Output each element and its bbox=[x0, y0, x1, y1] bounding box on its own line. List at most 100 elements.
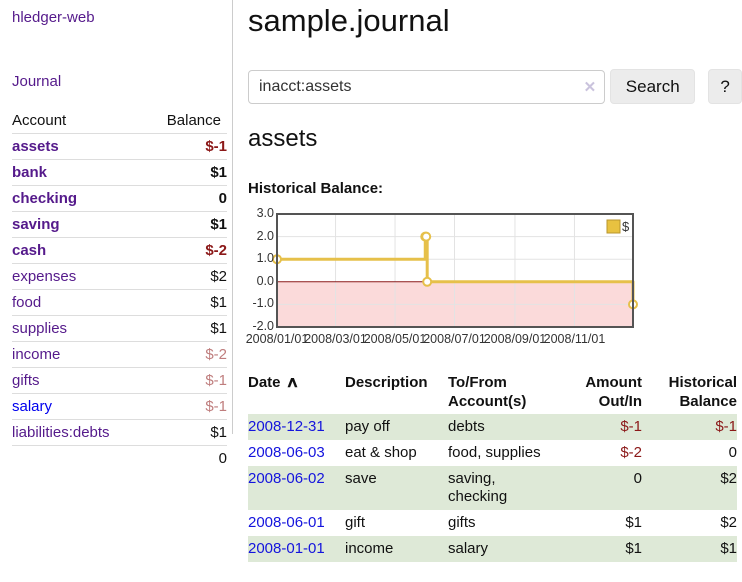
transaction-accounts: food, supplies bbox=[448, 444, 541, 461]
transaction-amount: 0 bbox=[633, 470, 642, 487]
register-row: 2008-12-31 pay off debts $-1 $-1 bbox=[248, 414, 737, 440]
y-axis-tick-label: 3.0 bbox=[256, 206, 274, 220]
transaction-balance: $1 bbox=[720, 540, 737, 557]
account-link-saving[interactable]: saving bbox=[12, 216, 60, 233]
x-axis-tick-label: 2008/07/01 bbox=[423, 332, 486, 346]
transaction-date-link[interactable]: 2008-01-01 bbox=[248, 540, 325, 557]
data-point-marker bbox=[422, 276, 433, 287]
column-header-date[interactable]: Date ∧ bbox=[248, 374, 299, 391]
x-axis-tick-label: 2008/11/01 bbox=[543, 332, 606, 346]
account-balance: $1 bbox=[144, 315, 227, 342]
account-row: gifts $-1 bbox=[12, 367, 227, 394]
main-content: sample.journal ✕ Search ? assets Histori… bbox=[246, 0, 742, 562]
account-balance: $-1 bbox=[144, 133, 227, 160]
account-balance: $2 bbox=[144, 263, 227, 290]
transaction-accounts: debts bbox=[448, 418, 485, 435]
app-title-link[interactable]: hledger-web bbox=[12, 9, 95, 26]
account-balance: $-1 bbox=[144, 393, 227, 420]
transaction-amount: $1 bbox=[625, 540, 642, 557]
account-link-salary[interactable]: salary bbox=[12, 398, 53, 415]
transaction-amount: $-2 bbox=[620, 444, 642, 461]
account-row: expenses $2 bbox=[12, 263, 227, 290]
sort-asc-icon: ∧ bbox=[285, 374, 299, 391]
help-button[interactable]: ? bbox=[708, 69, 742, 104]
transaction-balance: $2 bbox=[720, 470, 737, 487]
accounts-total-row: 0 bbox=[12, 445, 227, 471]
account-link-checking[interactable]: checking bbox=[12, 190, 78, 207]
account-link-supplies[interactable]: supplies bbox=[12, 320, 68, 337]
account-row: assets $-1 bbox=[12, 133, 227, 160]
sidebar: hledger-web Journal Account Balance asse… bbox=[0, 0, 233, 471]
transaction-date-link[interactable]: 2008-06-02 bbox=[248, 470, 325, 487]
account-balance: $1 bbox=[144, 159, 227, 186]
plot-border bbox=[276, 213, 634, 328]
column-header-amount: Amount Out/In bbox=[585, 374, 642, 410]
account-link-liabilities-debts[interactable]: liabilities:debts bbox=[12, 424, 110, 441]
x-axis-tick-label: 2008/05/01 bbox=[363, 332, 427, 346]
search-button[interactable]: Search bbox=[610, 69, 696, 104]
account-link-cash[interactable]: cash bbox=[12, 242, 47, 259]
x-axis-tick-label: 2008/03/01 bbox=[304, 332, 367, 346]
account-row: income $-2 bbox=[12, 341, 227, 368]
account-balance: 0 bbox=[144, 185, 227, 212]
transaction-balance: 0 bbox=[728, 444, 737, 461]
accounts-total-value: 0 bbox=[144, 445, 227, 471]
account-heading: assets bbox=[248, 125, 318, 152]
data-point-marker bbox=[421, 231, 432, 242]
register-table: Date ∧ Description To/From Account(s) Amo… bbox=[248, 370, 737, 562]
x-axis-tick-label: 2008/09/01 bbox=[483, 332, 547, 346]
sidebar-item-journal[interactable]: Journal bbox=[12, 73, 62, 90]
account-balance: $1 bbox=[144, 211, 227, 238]
transaction-accounts: gifts bbox=[448, 514, 476, 531]
transaction-balance: $2 bbox=[720, 514, 737, 531]
column-header-accounts: To/From Account(s) bbox=[448, 374, 527, 410]
accounts-header-account: Account bbox=[12, 112, 67, 129]
account-link-income[interactable]: income bbox=[12, 346, 61, 363]
account-row: bank $1 bbox=[12, 159, 227, 186]
column-header-balance: Historical Balance bbox=[668, 374, 737, 410]
transaction-date-link[interactable]: 2008-06-01 bbox=[248, 514, 325, 531]
transaction-accounts: salary bbox=[448, 540, 489, 557]
y-axis-tick-label: -1.0 bbox=[252, 296, 274, 311]
transaction-description: income bbox=[345, 540, 394, 557]
account-balance: $1 bbox=[144, 289, 227, 316]
account-link-bank[interactable]: bank bbox=[12, 164, 48, 181]
transaction-description: eat & shop bbox=[345, 444, 417, 461]
transaction-description: gift bbox=[345, 514, 366, 531]
transaction-description: save bbox=[345, 470, 377, 487]
transaction-balance: $-1 bbox=[715, 418, 737, 435]
account-balance: $-2 bbox=[144, 341, 227, 368]
account-link-expenses[interactable]: expenses bbox=[12, 268, 77, 285]
x-axis-tick-label: 2008/01/01 bbox=[245, 332, 309, 346]
search-input[interactable] bbox=[248, 69, 606, 104]
account-balance: $-1 bbox=[144, 367, 227, 394]
transaction-description: pay off bbox=[345, 418, 390, 435]
transaction-amount: $-1 bbox=[620, 418, 642, 435]
account-link-assets[interactable]: assets bbox=[12, 138, 59, 155]
svg-text:$: $ bbox=[622, 219, 630, 234]
account-balance: $1 bbox=[144, 419, 227, 446]
column-header-description: Description bbox=[345, 374, 428, 391]
transaction-date-link[interactable]: 2008-06-03 bbox=[248, 444, 325, 461]
transaction-date-link[interactable]: 2008-12-31 bbox=[248, 418, 325, 435]
clear-search-icon[interactable]: ✕ bbox=[583, 78, 597, 96]
register-header-row: Date ∧ Description To/From Account(s) Amo… bbox=[248, 370, 737, 414]
historical-balance-chart: $3.0 2.0 1.0 0.0 -1.0 -2.0 2008/01/01 2008/03/0… bbox=[246, 206, 668, 350]
account-link-food[interactable]: food bbox=[12, 294, 42, 311]
account-row: salary $-1 bbox=[12, 393, 227, 420]
register-row: 2008-06-03 eat & shop food, supplies $-2… bbox=[248, 440, 737, 466]
register-row: 2008-06-02 save saving, checking 0 $2 bbox=[248, 466, 737, 510]
transaction-amount: $1 bbox=[625, 514, 642, 531]
y-axis-tick-label: 2.0 bbox=[256, 228, 274, 243]
chart-legend: $ bbox=[606, 219, 630, 234]
register-row: 2008-06-01 gift gifts $1 $2 bbox=[248, 510, 737, 536]
account-row: supplies $1 bbox=[12, 315, 227, 342]
account-link-gifts[interactable]: gifts bbox=[12, 372, 40, 389]
account-balance: $-2 bbox=[144, 237, 227, 264]
chart-title: Historical Balance: bbox=[248, 180, 384, 197]
register-row: 2008-01-01 income salary $1 $1 bbox=[248, 536, 737, 562]
account-row: checking 0 bbox=[12, 185, 227, 212]
y-axis-tick-label: 1.0 bbox=[256, 251, 274, 266]
account-row: liabilities:debts $1 bbox=[12, 419, 227, 446]
accounts-tree: Account Balance assets $-1 bank $1 check… bbox=[12, 108, 227, 471]
